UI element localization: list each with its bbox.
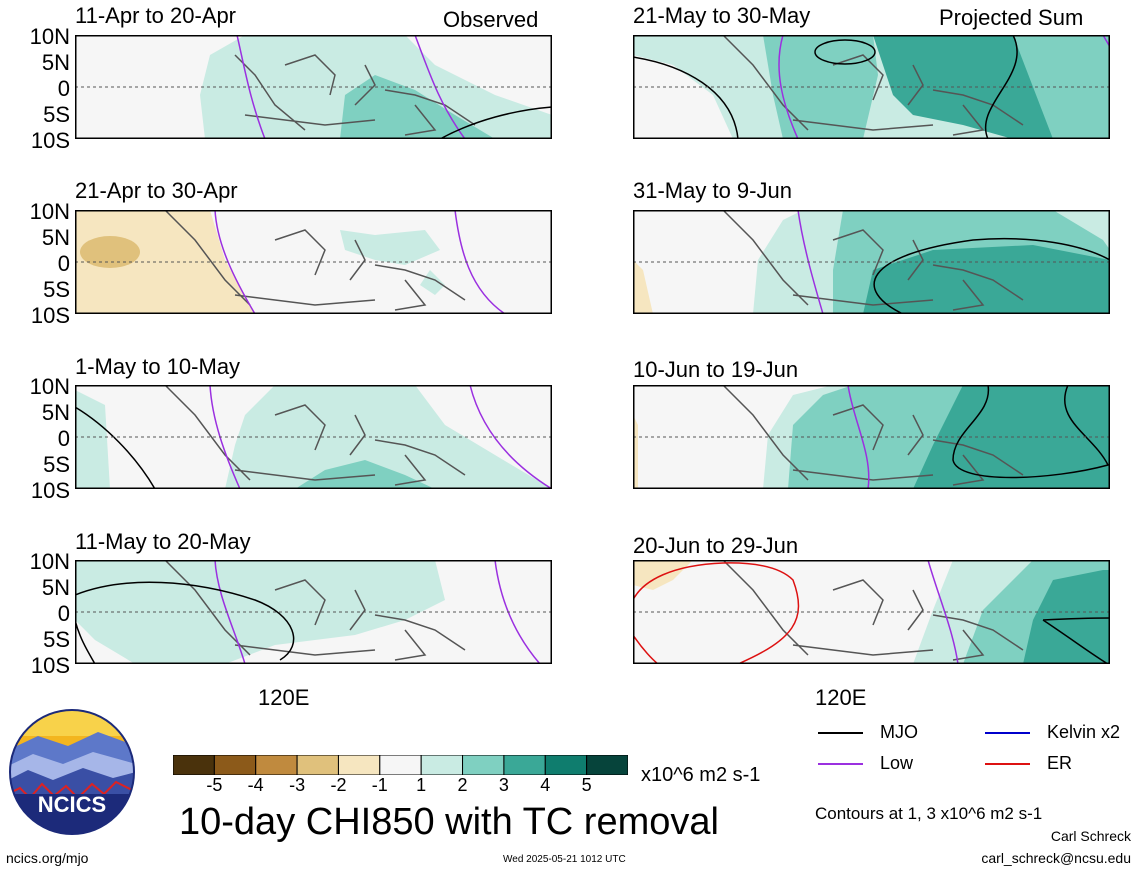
x-axis-label-left: 120E: [258, 685, 310, 710]
y-axis-label: 5S: [43, 102, 70, 127]
colorbar-swatch: [503, 754, 546, 776]
projected-sum-label: Projected Sum: [939, 5, 1084, 30]
panel-title: 1-May to 10-May: [75, 354, 241, 379]
y-axis-label: 5N: [41, 50, 70, 75]
colorbar-swatch: [296, 754, 339, 776]
y-axis-label: 0: [57, 76, 70, 101]
legend-swatch-low: [818, 763, 863, 765]
colorbar-swatch: [462, 754, 505, 776]
map-panel-observed-4: [75, 560, 552, 664]
legend-label-low: Low: [880, 753, 914, 773]
colorbar: [172, 754, 629, 776]
logo-icon: NCICS: [9, 709, 135, 835]
legend-swatch-er: [985, 763, 1030, 765]
colorbar-label: 3: [498, 775, 509, 795]
y-axis-label: 10S: [30, 128, 70, 153]
footer-timestamp: Wed 2025-05-21 1012 UTC: [503, 854, 626, 865]
colorbar-label: -5: [206, 775, 223, 795]
legend-swatch-mjo: [818, 732, 863, 734]
legend-label-mjo: MJO: [880, 722, 918, 742]
panel-title: 21-May to 30-May: [633, 3, 811, 28]
map-panel-projected-4: [633, 560, 1110, 664]
legend-label-er: ER: [1047, 753, 1073, 773]
ncics-logo: NCICS: [8, 708, 136, 836]
y-axis-label: 5N: [41, 225, 70, 250]
y-axis-label: 10S: [30, 478, 70, 503]
colorbar-swatch: [379, 754, 422, 776]
y-axis-label: 10N: [29, 374, 70, 399]
footer-email: carl_schreck@ncsu.edu: [981, 850, 1131, 866]
colorbar-units: x10^6 m2 s-1: [641, 764, 761, 786]
logo-text: NCICS: [38, 792, 106, 817]
y-axis-label: 0: [57, 251, 70, 276]
colorbar-swatch: [586, 754, 629, 776]
colorbar-swatch: [544, 754, 588, 776]
main-title: 10-day CHI850 with TC removal: [179, 801, 719, 843]
y-axis-label: 10N: [29, 199, 70, 224]
observed-label: Observed: [443, 7, 539, 32]
colorbar-label: -1: [371, 775, 388, 795]
colorbar-label: -3: [289, 775, 306, 795]
panel-title: 31-May to 9-Jun: [633, 178, 792, 203]
footer-author: Carl Schreck: [1050, 828, 1131, 844]
panel-title: 10-Jun to 19-Jun: [633, 357, 799, 382]
y-axis-label: 5S: [43, 277, 70, 302]
map-panel-observed-1: [75, 35, 552, 139]
y-axis-label: 10N: [29, 549, 70, 574]
y-axis-label: 10S: [30, 303, 70, 328]
panel-title: 20-Jun to 29-Jun: [633, 533, 799, 558]
map-panel-projected-1: [633, 35, 1110, 139]
footer-url: ncics.org/mjo: [6, 850, 89, 866]
y-axis-label: 5N: [41, 400, 70, 425]
map-panel-observed-3: [75, 385, 552, 489]
colorbar-label: 2: [457, 775, 468, 795]
panel-title: 11-May to 20-May: [75, 529, 251, 554]
y-axis-label: 5N: [41, 575, 70, 600]
map-panel-projected-2: [633, 210, 1110, 314]
map-panel-projected-3: [633, 385, 1110, 489]
panel-title: 21-Apr to 30-Apr: [75, 178, 238, 203]
colorbar-label: 1: [416, 775, 427, 795]
colorbar-swatch: [337, 754, 381, 776]
colorbar-label: -4: [247, 775, 264, 795]
x-axis-label-right: 120E: [815, 685, 867, 710]
y-axis-label: 0: [57, 601, 70, 626]
colorbar-label: 5: [581, 775, 592, 795]
colorbar-swatch: [420, 754, 464, 776]
colorbar-swatch: [213, 754, 257, 776]
y-axis-label: 5S: [43, 452, 70, 477]
legend-swatch-kelvin: [985, 732, 1030, 734]
y-axis-label: 10N: [29, 24, 70, 49]
legend-label-kelvin: Kelvin x2: [1047, 722, 1121, 742]
colorbar-swatch: [255, 754, 298, 776]
contours-note: Contours at 1, 3 x10^6 m2 s-1: [815, 804, 1043, 823]
colorbar-label: -2: [330, 775, 347, 795]
colorbar-label: 4: [540, 775, 551, 795]
colorbar-swatches: [172, 754, 629, 776]
y-axis-label: 0: [57, 426, 70, 451]
panel-title: 11-Apr to 20-Apr: [75, 3, 237, 28]
y-axis-label: 10S: [30, 653, 70, 678]
y-axis-label: 5S: [43, 627, 70, 652]
colorbar-swatch: [172, 754, 215, 776]
map-panel-observed-2: [75, 210, 552, 314]
